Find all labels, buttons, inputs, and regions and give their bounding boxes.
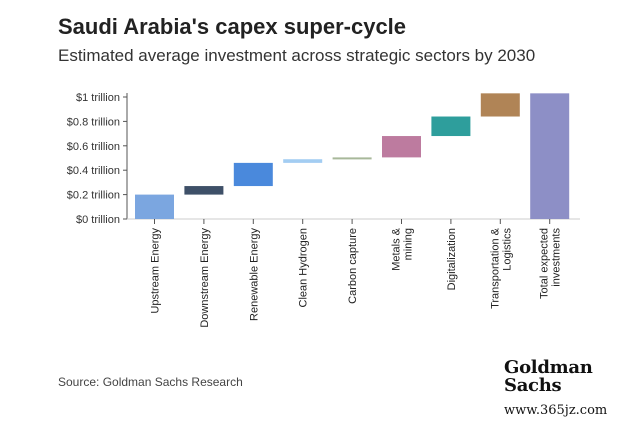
y-tick-label: $0 trillion (76, 214, 120, 226)
waterfall-chart: $0 trillion $0.2 trillion $0.4 trillion $0.… (67, 92, 580, 328)
x-tick-label-line: Clean Hydrogen (298, 228, 310, 308)
bar (233, 162, 273, 187)
y-tick-label: $0.6 trillion (67, 141, 120, 153)
x-tick-label-line: Transportation & (489, 227, 501, 309)
x-tick-label-line: Carbon capture (347, 228, 359, 304)
x-tick-label: Metals &mining (391, 227, 415, 270)
chart-title: Saudi Arabia's capex super-cycle (58, 14, 407, 39)
bar (382, 136, 421, 158)
x-tick-label-line: Digitalization (446, 228, 458, 290)
logo-line-1: Goldman (504, 357, 593, 378)
bar (184, 186, 224, 195)
bar (283, 159, 323, 163)
goldman-sachs-logo: Goldman Sachs (504, 359, 593, 395)
x-tick-label: Carbon capture (347, 228, 359, 304)
bar (431, 116, 471, 137)
x-tick-label-line: Total expected (539, 228, 551, 299)
x-tick-label: Clean Hydrogen (298, 228, 310, 308)
bar (332, 157, 372, 160)
x-tick-label-line: investments (551, 228, 563, 287)
x-tick-label: Downstream Energy (199, 228, 211, 328)
y-tick-label: $0.4 trillion (67, 165, 120, 177)
x-tick-label-line: Upstream Energy (150, 228, 162, 314)
source-note: Source: Goldman Sachs Research (58, 375, 243, 389)
x-tick-label-line: Logistics (501, 228, 513, 271)
x-tick-label: Digitalization (446, 228, 458, 290)
bar (530, 93, 570, 219)
y-tick-label: $1 trillion (76, 92, 120, 104)
x-tick-label: Upstream Energy (150, 228, 162, 314)
chart-subtitle: Estimated average investment across stra… (58, 46, 536, 65)
logo-line-2: Sachs (504, 375, 562, 396)
x-tick-label-line: Metals & (391, 227, 403, 270)
bar (135, 194, 174, 219)
y-tick-label: $0.8 trillion (67, 116, 120, 128)
x-tick-label: Transportation &Logistics (489, 227, 513, 309)
x-tick-label: Renewable Energy (248, 228, 260, 321)
x-tick-label-line: Downstream Energy (199, 228, 211, 328)
x-tick-label-line: mining (403, 228, 415, 260)
x-tick-label-line: Renewable Energy (248, 228, 260, 321)
x-tick-label: Total expectedinvestments (539, 228, 563, 299)
y-tick-label: $0.2 trillion (67, 190, 120, 202)
bar (480, 93, 520, 117)
watermark: www.365jz.com (504, 403, 608, 418)
